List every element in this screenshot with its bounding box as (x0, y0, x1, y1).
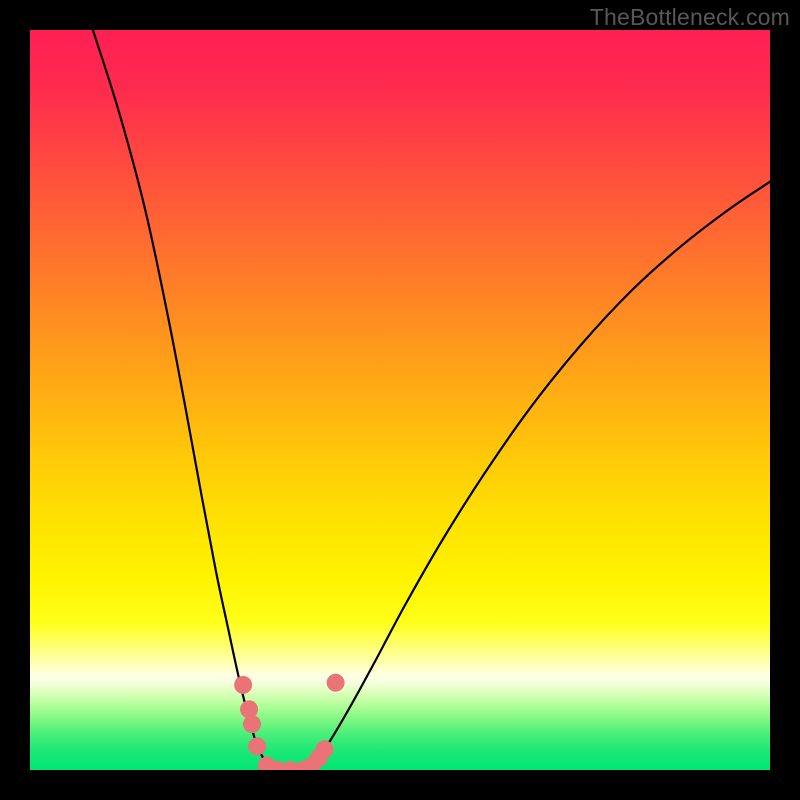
watermark-text: TheBottleneck.com (590, 4, 790, 31)
data-marker (243, 715, 261, 733)
gradient-background (30, 30, 770, 770)
data-marker (240, 700, 258, 718)
bottleneck-chart-svg (30, 30, 770, 770)
data-marker (316, 740, 334, 758)
chart-frame: TheBottleneck.com (0, 0, 800, 800)
data-marker (248, 737, 266, 755)
plot-area (30, 30, 770, 770)
data-marker (327, 674, 345, 692)
data-marker (234, 676, 252, 694)
